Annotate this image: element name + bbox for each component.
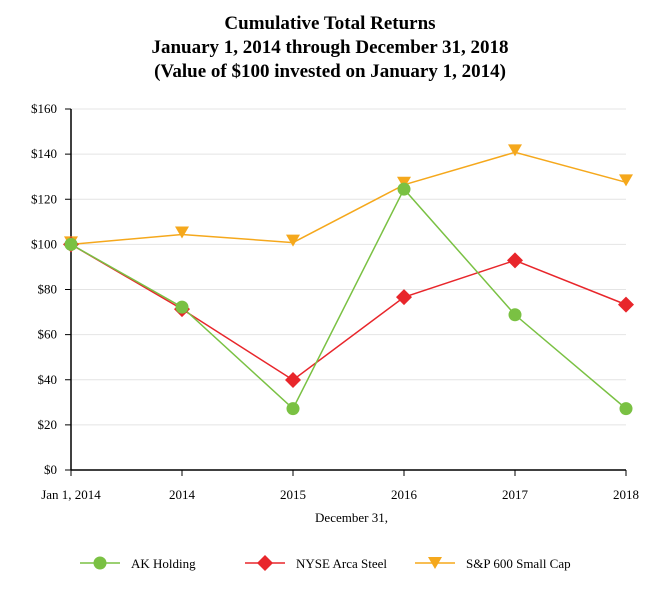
- data-point-0: [619, 402, 633, 416]
- y-tick-label: $20: [38, 417, 58, 432]
- series-line-1: [70, 243, 627, 381]
- data-point-0: [64, 237, 78, 251]
- data-point-1: [285, 371, 301, 388]
- y-tick-label: $80: [38, 282, 58, 297]
- chart-title-line-2: January 1, 2014 through December 31, 201…: [151, 37, 509, 58]
- series-line-0: [70, 187, 627, 410]
- x-axis-label: December 31,: [315, 510, 388, 525]
- y-tick-label: $0: [44, 462, 57, 477]
- y-tick-label: $120: [31, 191, 57, 206]
- legend-label-2: S&P 600 Small Cap: [466, 556, 571, 571]
- data-point-1: [618, 296, 634, 313]
- x-tick-label: 2017: [502, 487, 529, 502]
- x-tick-label: 2018: [613, 487, 639, 502]
- data-point-2: [175, 226, 189, 239]
- legend-label-1: NYSE Arca Steel: [296, 556, 387, 571]
- data-point-2: [508, 144, 522, 157]
- x-tick-label: Jan 1, 2014: [41, 487, 101, 502]
- x-tick-label: 2016: [391, 487, 418, 502]
- y-tick-label: $100: [31, 236, 57, 251]
- data-point-0: [175, 300, 189, 314]
- legend-marker-2: [428, 557, 442, 569]
- data-point-0: [397, 182, 411, 196]
- y-tick-label: $140: [31, 146, 57, 161]
- data-point-1: [396, 289, 412, 306]
- data-point-1: [507, 252, 523, 269]
- data-point-2: [286, 234, 300, 247]
- y-tick-label: $40: [38, 372, 58, 387]
- x-tick-label: 2014: [169, 487, 196, 502]
- series-line-2: [70, 151, 627, 246]
- data-point-0: [508, 308, 522, 322]
- y-tick-label: $160: [31, 101, 57, 116]
- data-point-0: [286, 402, 300, 416]
- y-tick-label: $60: [38, 327, 58, 342]
- x-tick-label: 2015: [280, 487, 306, 502]
- legend-label-0: AK Holding: [131, 556, 196, 571]
- chart-title-line-1: Cumulative Total Returns: [224, 13, 436, 34]
- legend-marker-0: [93, 556, 107, 570]
- legend-marker-1: [257, 555, 273, 571]
- chart-title-line-3: (Value of $100 invested on January 1, 20…: [154, 61, 506, 82]
- data-point-2: [619, 174, 633, 187]
